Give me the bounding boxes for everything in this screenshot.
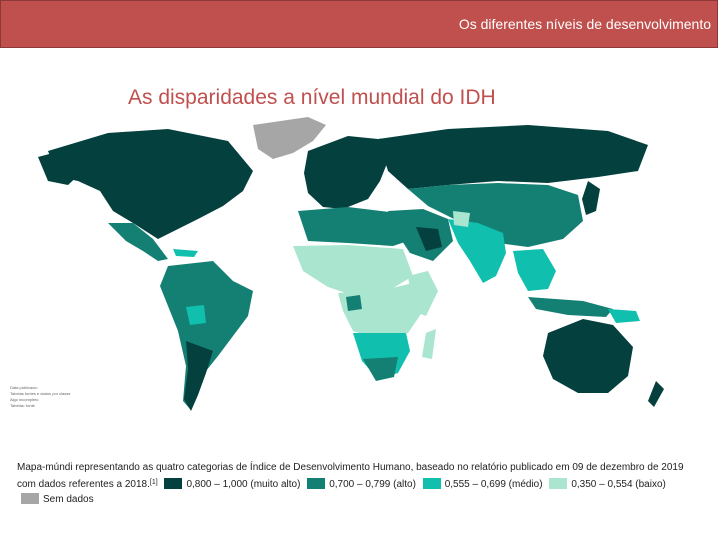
region-south-america [160,261,253,409]
region-south-africa [363,357,398,381]
region-indonesia [528,297,613,317]
region-greenland [253,117,326,159]
region-new-zealand [648,381,664,407]
source-note-line: Tabelas fontes e dados por classe [10,391,71,396]
legend-label-high: 0,700 – 0,799 (alto) [329,479,416,490]
world-map: Data publicado: Tabelas fontes e dados p… [8,111,714,429]
region-north-africa [298,207,408,246]
region-southern-cone [184,341,213,411]
legend-swatch-very-high [164,478,183,489]
region-russia [378,125,648,189]
region-east-africa [408,271,438,316]
world-map-image [38,117,664,411]
region-alaska [38,149,83,185]
source-note-line: Data publicado: [10,385,38,390]
legend-label-low: 0,350 – 0,554 (baixo) [571,479,666,490]
region-japan [582,181,600,215]
region-gabon [346,295,362,311]
map-caption: Mapa-múndi representando as quatro categ… [17,460,687,507]
header-bar: Os diferentes níveis de desenvolvimento [0,0,718,48]
region-madagascar [422,329,436,359]
region-bolivia [186,305,206,325]
region-papua [608,309,640,323]
region-north-america [48,129,253,239]
region-afghanistan [453,211,470,227]
footnote-ref[interactable]: [1] [149,479,158,486]
region-europe [304,136,388,209]
legend-label-no-data: Sem dados [43,494,94,505]
region-mexico [108,223,168,261]
legend-swatch-medium [422,478,441,489]
region-south-asia [448,219,506,283]
region-arabia-gulf [416,227,442,251]
region-australia [543,319,633,393]
source-note-line: Algo incompleto [10,397,39,402]
source-note-line: Tabelas: fonte [10,403,35,408]
map-source-note: Data publicado: Tabelas fontes e dados p… [10,385,130,409]
header-title: Os diferentes níveis de desenvolvimento [458,16,711,32]
region-caribbean [173,249,198,257]
region-southeast-asia [513,249,556,291]
legend-swatch-low [549,478,568,489]
caption-text: Mapa-múndi representando as quatro categ… [17,462,684,490]
region-central-asia [408,183,583,247]
legend-swatch-no-data [21,493,39,504]
legend-label-very-high: 0,800 – 1,000 (muito alto) [186,479,301,490]
slide-title: As disparidades a nível mundial do IDH [128,86,496,109]
legend-swatch-high [307,478,326,489]
region-sahel [293,245,413,297]
legend-label-medium: 0,555 – 0,699 (médio) [444,479,543,490]
